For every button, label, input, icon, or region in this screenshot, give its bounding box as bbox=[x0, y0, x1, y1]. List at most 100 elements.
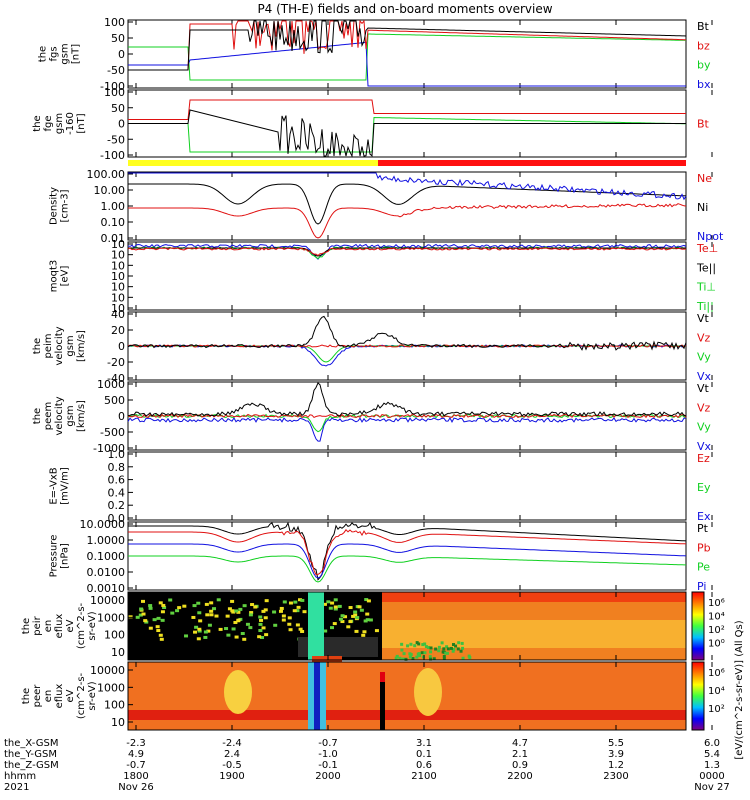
peir-pixel bbox=[406, 644, 410, 648]
peir-pixel bbox=[415, 641, 419, 645]
peir-pixel bbox=[357, 605, 362, 609]
peir-pixel bbox=[445, 651, 449, 655]
peir-pixel bbox=[330, 601, 335, 605]
peir-pixel bbox=[333, 607, 338, 611]
peir-pixel bbox=[300, 629, 305, 633]
ytick-label: 100 bbox=[104, 629, 125, 642]
fgs-bz bbox=[128, 19, 686, 71]
axis-value: 0000 bbox=[699, 771, 724, 782]
peir-pixel bbox=[141, 612, 146, 616]
legend-Bt: Bt bbox=[697, 20, 710, 33]
ylabel-line: -160 bbox=[65, 112, 76, 135]
peem-vt bbox=[127, 382, 687, 417]
peir-pixel bbox=[328, 606, 333, 610]
peir-pixel bbox=[242, 604, 247, 608]
peir-pixel bbox=[467, 654, 471, 658]
peir-pixel bbox=[401, 657, 405, 661]
legend-Ey: Ey bbox=[697, 481, 711, 494]
peir-pixel bbox=[429, 650, 433, 654]
legend-Ez: Ez bbox=[697, 452, 710, 465]
panel-frame bbox=[127, 451, 687, 521]
plot-title: P4 (TH-E) fields and on-board moments ov… bbox=[257, 2, 552, 16]
peir-pixel bbox=[224, 627, 229, 631]
peir-pixel bbox=[225, 614, 230, 618]
peir-pixel bbox=[292, 609, 297, 613]
ylabel-line: gsm bbox=[60, 43, 71, 64]
peir-pixel bbox=[452, 643, 456, 647]
ytick-label: -50 bbox=[107, 64, 125, 77]
peir-pixel bbox=[348, 606, 353, 610]
colorbar-tick: 10⁰ bbox=[708, 639, 725, 650]
peir-pixel bbox=[457, 641, 461, 645]
peir-pixel bbox=[197, 611, 202, 615]
axis-value: 1900 bbox=[219, 771, 244, 782]
peir-pixel bbox=[218, 627, 223, 631]
axis-value: 2.4 bbox=[224, 749, 240, 760]
ylabel-line: [nPa] bbox=[60, 543, 71, 569]
legend-Pb: Pb bbox=[697, 541, 711, 554]
legend-Te⊥: Te⊥ bbox=[696, 242, 718, 255]
peir-pixel bbox=[363, 619, 368, 623]
ylabel-line: (cm^2-s- bbox=[76, 602, 87, 649]
density-npot bbox=[128, 172, 687, 201]
fge-k bbox=[128, 109, 686, 158]
peir-pixel bbox=[460, 641, 464, 645]
ylabel-line: the bbox=[32, 115, 43, 131]
legend-Vt: Vt bbox=[697, 312, 710, 325]
ytick-label: 0 bbox=[118, 118, 125, 131]
peir-right-top bbox=[382, 592, 686, 602]
colorbar-peir: 10⁶ 10⁴ 10² 10⁰ bbox=[691, 591, 725, 661]
peir-pixel bbox=[281, 618, 286, 622]
peer-gap bbox=[380, 682, 385, 730]
ytick-label: -20 bbox=[107, 356, 125, 369]
ytick-label: 0.0 bbox=[108, 512, 126, 525]
peir-pixel bbox=[449, 646, 453, 650]
peir-pixel bbox=[368, 618, 373, 622]
ytick-label: 10 bbox=[111, 270, 125, 283]
peir-pixel bbox=[332, 622, 337, 626]
pressure-pi bbox=[128, 543, 687, 579]
peir-pixel bbox=[454, 644, 458, 648]
ylabel-line: [nT] bbox=[71, 44, 82, 64]
peir-pixel bbox=[204, 602, 209, 606]
legend-Vz: Vz bbox=[697, 401, 711, 414]
legend-Npot: Npot bbox=[697, 230, 724, 243]
ylabel-line: en bbox=[43, 690, 54, 703]
peir-pixel bbox=[258, 629, 263, 633]
peir-pixel bbox=[445, 645, 449, 649]
peir-pixel bbox=[437, 649, 441, 653]
panel-density: 100.00 10.00 1.00 0.10 0.01 Density [cm-3] Ne Ni… bbox=[49, 168, 724, 245]
peir-pixel bbox=[452, 648, 456, 652]
peir-pixel bbox=[182, 604, 187, 608]
peir-pixel bbox=[300, 598, 305, 602]
peir-pixel bbox=[415, 655, 419, 659]
temp-tep bbox=[127, 247, 686, 257]
peir-pixel bbox=[240, 632, 245, 636]
pressure-pt bbox=[128, 521, 687, 581]
colorbar-peer: 10⁶ 10⁴ 10² bbox=[691, 661, 725, 731]
ylabel-line: the bbox=[21, 688, 32, 704]
peir-pixel bbox=[298, 627, 303, 631]
axis-value: -0.1 bbox=[318, 760, 338, 771]
peir-pixel bbox=[141, 599, 146, 603]
pressure-pe bbox=[128, 555, 686, 583]
peem-vz bbox=[127, 413, 687, 419]
ytick-label: 100 bbox=[104, 16, 125, 29]
legend-Te||: Te|| bbox=[696, 261, 716, 274]
ytick-label: 1.0000 bbox=[87, 534, 126, 547]
panel-frame bbox=[127, 521, 687, 591]
peir-pixel bbox=[212, 607, 217, 611]
legend-Vy: Vy bbox=[697, 351, 711, 364]
peir-pixel bbox=[302, 610, 307, 614]
peir-pixel bbox=[238, 607, 243, 611]
peir-pixel bbox=[138, 613, 143, 617]
ylabel-line: fge bbox=[43, 115, 54, 131]
ylabel-line: peir bbox=[32, 615, 43, 635]
peir-pixel bbox=[242, 637, 247, 641]
ytick-label: 1.00 bbox=[101, 200, 126, 213]
peir-pixel bbox=[355, 616, 360, 620]
peir-pixel bbox=[411, 657, 415, 661]
